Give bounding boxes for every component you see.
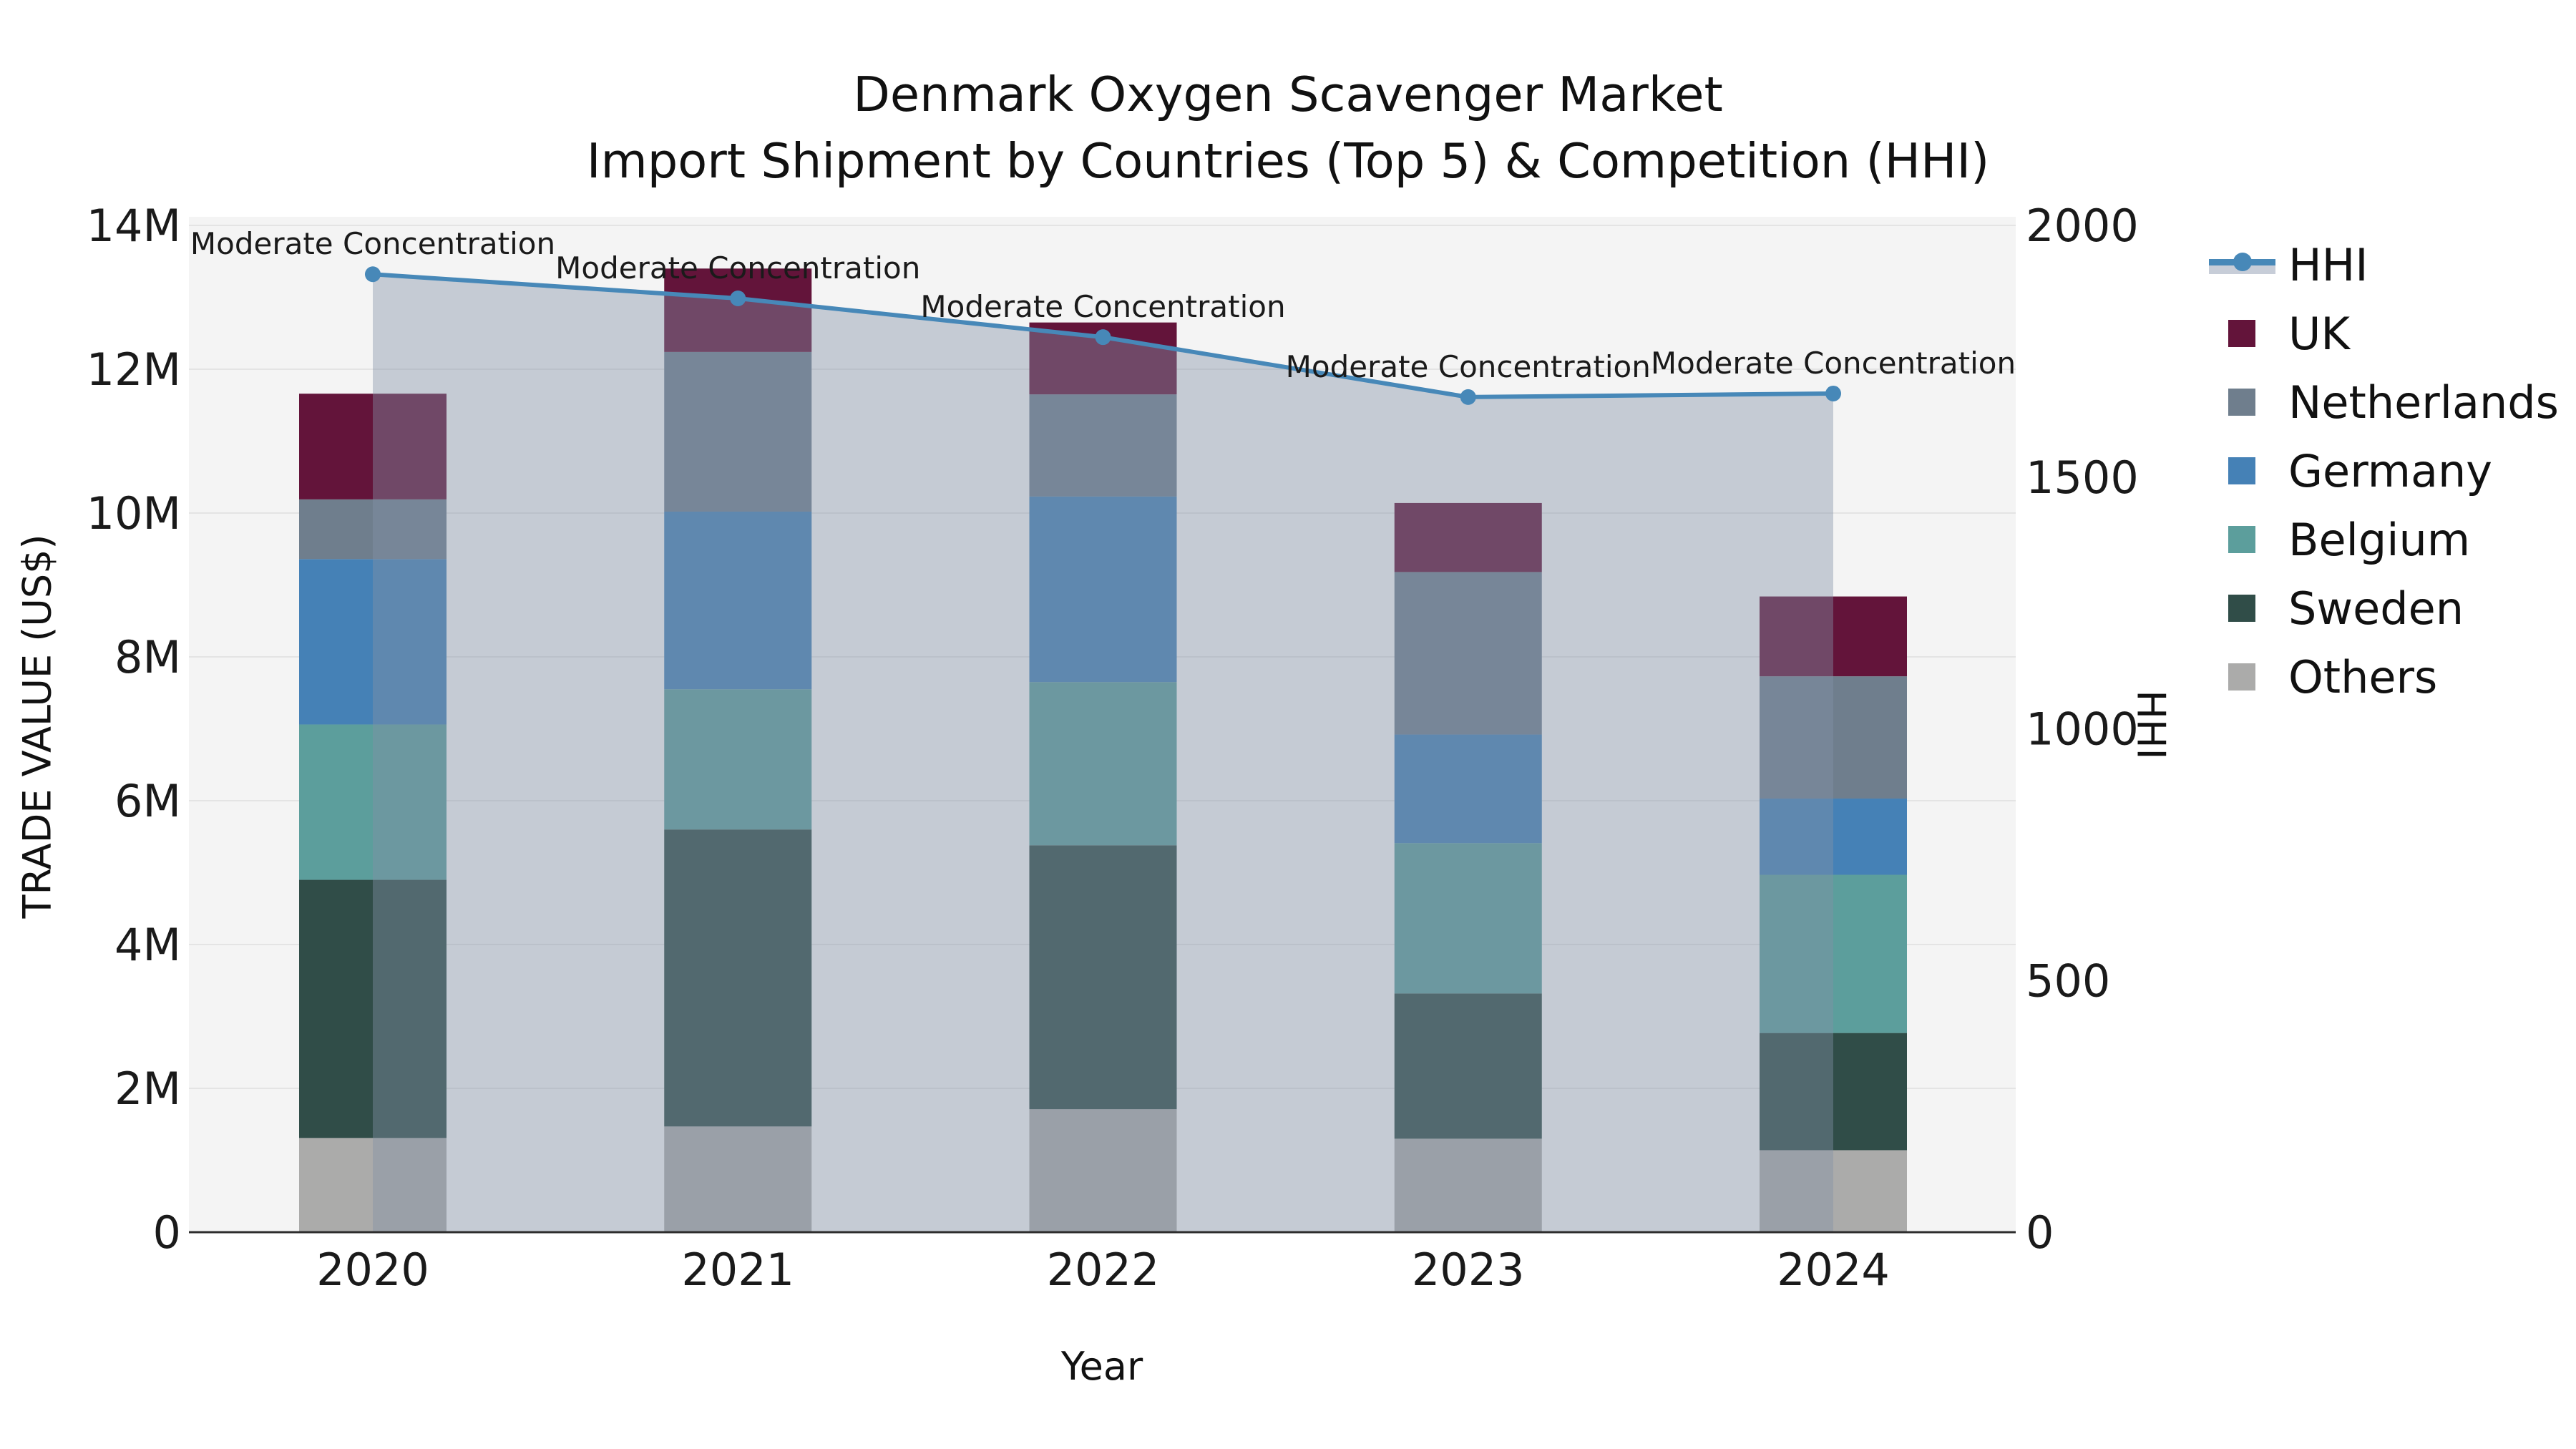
y-right-tick-2000: 2000 bbox=[2026, 200, 2139, 252]
legend-label: Germany bbox=[2288, 444, 2492, 497]
netherlands-color-swatch-icon bbox=[2228, 389, 2255, 416]
bar-segment-netherlands-2020 bbox=[299, 499, 447, 560]
bar-segment-sweden-2023 bbox=[1394, 993, 1542, 1139]
bar-segment-others-2024 bbox=[1760, 1150, 1907, 1232]
bar-segment-uk-2021 bbox=[664, 268, 812, 352]
bar-segment-sweden-2024 bbox=[1760, 1033, 1907, 1151]
y-left-tick-6M: 6M bbox=[114, 775, 181, 827]
annotation-2020: Moderate Concentration bbox=[190, 226, 555, 261]
bar-segment-belgium-2021 bbox=[664, 689, 812, 830]
hhi-area bbox=[373, 274, 1833, 1232]
bar-segment-netherlands-2024 bbox=[1760, 676, 1907, 799]
uk-color-swatch-icon bbox=[2228, 320, 2255, 347]
chart-title-line2: Import Shipment by Countries (Top 5) & C… bbox=[586, 133, 1990, 189]
others-color-swatch-icon bbox=[2228, 663, 2255, 691]
hhi-point-2021 bbox=[730, 291, 746, 307]
bar-segment-others-2022 bbox=[1029, 1109, 1177, 1232]
bar-segment-germany-2023 bbox=[1394, 734, 1542, 844]
bar-segment-germany-2024 bbox=[1760, 798, 1907, 875]
y-right-tick-0: 0 bbox=[2026, 1206, 2054, 1259]
bar-segment-belgium-2023 bbox=[1394, 843, 1542, 994]
annotation-2024: Moderate Concentration bbox=[1651, 346, 2016, 381]
bar-segment-uk-2024 bbox=[1760, 596, 1907, 677]
legend-item-germany: Germany bbox=[2209, 436, 2559, 505]
y-right-tick-500: 500 bbox=[2026, 955, 2110, 1007]
bar-segment-belgium-2024 bbox=[1760, 874, 1907, 1033]
y-left-tick-10M: 10M bbox=[87, 487, 181, 540]
legend-item-belgium: Belgium bbox=[2209, 505, 2559, 574]
bar-segment-others-2020 bbox=[299, 1138, 447, 1232]
legend-item-uk: UK bbox=[2209, 299, 2559, 368]
annotation-2021: Moderate Concentration bbox=[555, 250, 920, 286]
legend-label: Sweden bbox=[2288, 582, 2464, 635]
annotation-2023: Moderate Concentration bbox=[1286, 349, 1651, 384]
x-tick-2020: 2020 bbox=[316, 1244, 429, 1296]
legend-item-netherlands: Netherlands bbox=[2209, 368, 2559, 436]
legend-item-others: Others bbox=[2209, 643, 2559, 711]
bar-segment-germany-2020 bbox=[299, 559, 447, 725]
chart-title-line1: Denmark Oxygen Scavenger Market bbox=[853, 67, 1723, 122]
x-tick-2022: 2022 bbox=[1047, 1244, 1160, 1296]
bar-segment-belgium-2020 bbox=[299, 724, 447, 880]
y-left-tick-8M: 8M bbox=[114, 631, 181, 683]
bar-segment-others-2023 bbox=[1394, 1138, 1542, 1232]
legend-item-sweden: Sweden bbox=[2209, 574, 2559, 643]
x-tick-2021: 2021 bbox=[681, 1244, 794, 1296]
legend-label: Others bbox=[2288, 650, 2438, 703]
bar-segment-sweden-2022 bbox=[1029, 845, 1177, 1110]
y-axis-label-right: HHI bbox=[2128, 690, 2174, 760]
y-left-tick-2M: 2M bbox=[114, 1063, 181, 1115]
y-left-tick-4M: 4M bbox=[114, 919, 181, 971]
x-tick-2023: 2023 bbox=[1412, 1244, 1525, 1296]
bar-segment-germany-2021 bbox=[664, 511, 812, 690]
y-right-tick-1000: 1000 bbox=[2026, 703, 2139, 756]
germany-color-swatch-icon bbox=[2228, 457, 2255, 484]
belgium-color-swatch-icon bbox=[2228, 526, 2255, 553]
legend-label: UK bbox=[2288, 307, 2351, 360]
bar-segment-uk-2020 bbox=[299, 394, 447, 499]
bar-segment-sweden-2020 bbox=[299, 879, 447, 1138]
legend-label: Belgium bbox=[2288, 513, 2471, 566]
hhi-point-2023 bbox=[1460, 389, 1476, 405]
legend-label: Netherlands bbox=[2288, 376, 2559, 429]
legend-item-hhi: HHI bbox=[2209, 230, 2559, 299]
y-right-tick-1500: 1500 bbox=[2026, 452, 2139, 504]
legend: HHI UK Netherlands Germany Belgium Swede… bbox=[2209, 230, 2559, 711]
bar-segment-netherlands-2023 bbox=[1394, 572, 1542, 735]
x-tick-2024: 2024 bbox=[1777, 1244, 1890, 1296]
hhi-point-2024 bbox=[1825, 385, 1841, 401]
bar-segment-netherlands-2022 bbox=[1029, 394, 1177, 497]
hhi-point-2022 bbox=[1095, 329, 1111, 346]
bar-segment-belgium-2022 bbox=[1029, 682, 1177, 846]
y-left-tick-0: 0 bbox=[153, 1206, 181, 1259]
bar-segment-sweden-2021 bbox=[664, 829, 812, 1127]
y-axis-label-left: TRADE VALUE (US$) bbox=[14, 534, 60, 919]
hhi-point-2020 bbox=[365, 266, 381, 283]
bar-segment-germany-2022 bbox=[1029, 496, 1177, 683]
y-left-tick-14M: 14M bbox=[87, 200, 181, 252]
bar-segment-others-2021 bbox=[664, 1126, 812, 1232]
chart-title: Denmark Oxygen Scavenger Market Import S… bbox=[0, 62, 2576, 195]
legend-label: HHI bbox=[2288, 238, 2368, 291]
sweden-color-swatch-icon bbox=[2228, 595, 2255, 622]
bar-segment-netherlands-2021 bbox=[664, 351, 812, 512]
annotation-2022: Moderate Concentration bbox=[920, 289, 1285, 324]
bar-segment-uk-2023 bbox=[1394, 502, 1542, 572]
hhi-line-swatch-icon bbox=[2209, 253, 2288, 275]
y-left-tick-12M: 12M bbox=[87, 343, 181, 396]
x-axis-label: Year bbox=[1060, 1344, 1143, 1389]
